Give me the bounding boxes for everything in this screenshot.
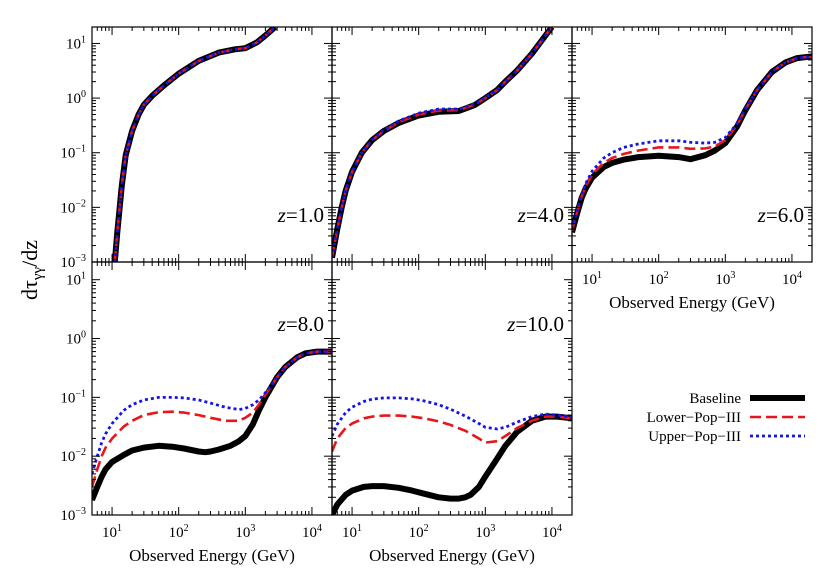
x-tick-label: 101 (102, 523, 122, 541)
panel-frame (571, 26, 813, 263)
y-tick-label: 101 (66, 34, 86, 52)
panel-z-10_0: 101 102 103 104 Observed Energy (GeV) z=10.0 (331, 261, 573, 565)
x-tick-label: 104 (542, 523, 562, 541)
panel-z-6_0: 101 102 103 104 Observed Energy (GeV) z=6.0 (571, 26, 813, 312)
x-tick-label: 103 (715, 270, 735, 288)
series-line-upper-pop-iii (332, 396, 572, 437)
tick-marks (571, 26, 813, 263)
legend-label: Baseline (689, 391, 741, 407)
series-group (111, 27, 278, 262)
x-tick-label: 101 (582, 270, 602, 288)
series-line-baseline (332, 413, 572, 515)
series-line-lower-pop-iii (572, 55, 812, 232)
tick-marks (91, 26, 333, 263)
series-group (332, 396, 572, 515)
y-tick-label: 10−2 (60, 198, 86, 216)
legend-label: Lower−Pop−III (647, 410, 741, 426)
x-tick-label: 102 (649, 270, 669, 288)
x-tick-label: 103 (475, 523, 495, 541)
series-line-upper-pop-iii (332, 27, 554, 258)
x-tick-label: 102 (169, 523, 189, 541)
series-line-baseline (92, 348, 332, 502)
redshift-annotation: z=8.0 (277, 312, 324, 336)
series-group (572, 53, 812, 234)
panel-z-4_0: z=4.0 (331, 26, 573, 263)
tick-marks (331, 26, 573, 263)
y-tick-label: 10−3 (60, 253, 86, 271)
y-axis-label: dτγγ/dz (17, 240, 46, 300)
series-group (92, 348, 332, 502)
series-line-lower-pop-iii (92, 350, 332, 488)
x-axis-label: Observed Energy (GeV) (609, 293, 775, 312)
redshift-annotation: z=6.0 (757, 203, 804, 227)
y-tick-label: 100 (66, 89, 86, 107)
panel-frame (91, 261, 333, 516)
legend: Baseline Lower−Pop−III Upper−Pop−III (647, 391, 805, 445)
y-tick-label: 10−1 (60, 144, 86, 162)
y-tick-label: 101 (66, 271, 86, 289)
x-tick-label: 103 (235, 523, 255, 541)
series-line-upper-pop-iii (92, 350, 332, 475)
x-tick-label: 104 (782, 270, 802, 288)
series-line-lower-pop-iii (332, 414, 572, 452)
legend-label: Upper−Pop−III (648, 429, 741, 445)
tick-marks (91, 261, 333, 516)
redshift-annotation: z=10.0 (506, 312, 564, 336)
series-line-lower-pop-iii (113, 27, 276, 262)
panel-z-1_0: 10−3 10−2 10−1 100 101 z=1.0 (60, 26, 333, 271)
panel-z-8_0: 10−3 10−2 10−1 100 101 101 102 103 104 Observed E… (60, 261, 333, 565)
tick-marks (331, 261, 573, 516)
x-tick-label: 101 (342, 523, 362, 541)
redshift-annotation: z=4.0 (517, 203, 564, 227)
series-line-upper-pop-iii (572, 55, 812, 230)
x-axis-label: Observed Energy (GeV) (369, 546, 535, 565)
x-axis-label: Observed Energy (GeV) (129, 546, 295, 565)
redshift-annotation: z=1.0 (277, 203, 324, 227)
series-group (332, 27, 555, 259)
x-tick-label: 104 (302, 523, 322, 541)
y-tick-label: 100 (66, 330, 86, 348)
y-tick-label: 10−2 (60, 447, 86, 465)
y-tick-label: 10−1 (60, 388, 86, 406)
series-line-upper-pop-iii (113, 27, 277, 262)
panel-frame (331, 261, 573, 516)
x-tick-label: 102 (409, 523, 429, 541)
y-tick-label: 10−3 (60, 506, 86, 524)
